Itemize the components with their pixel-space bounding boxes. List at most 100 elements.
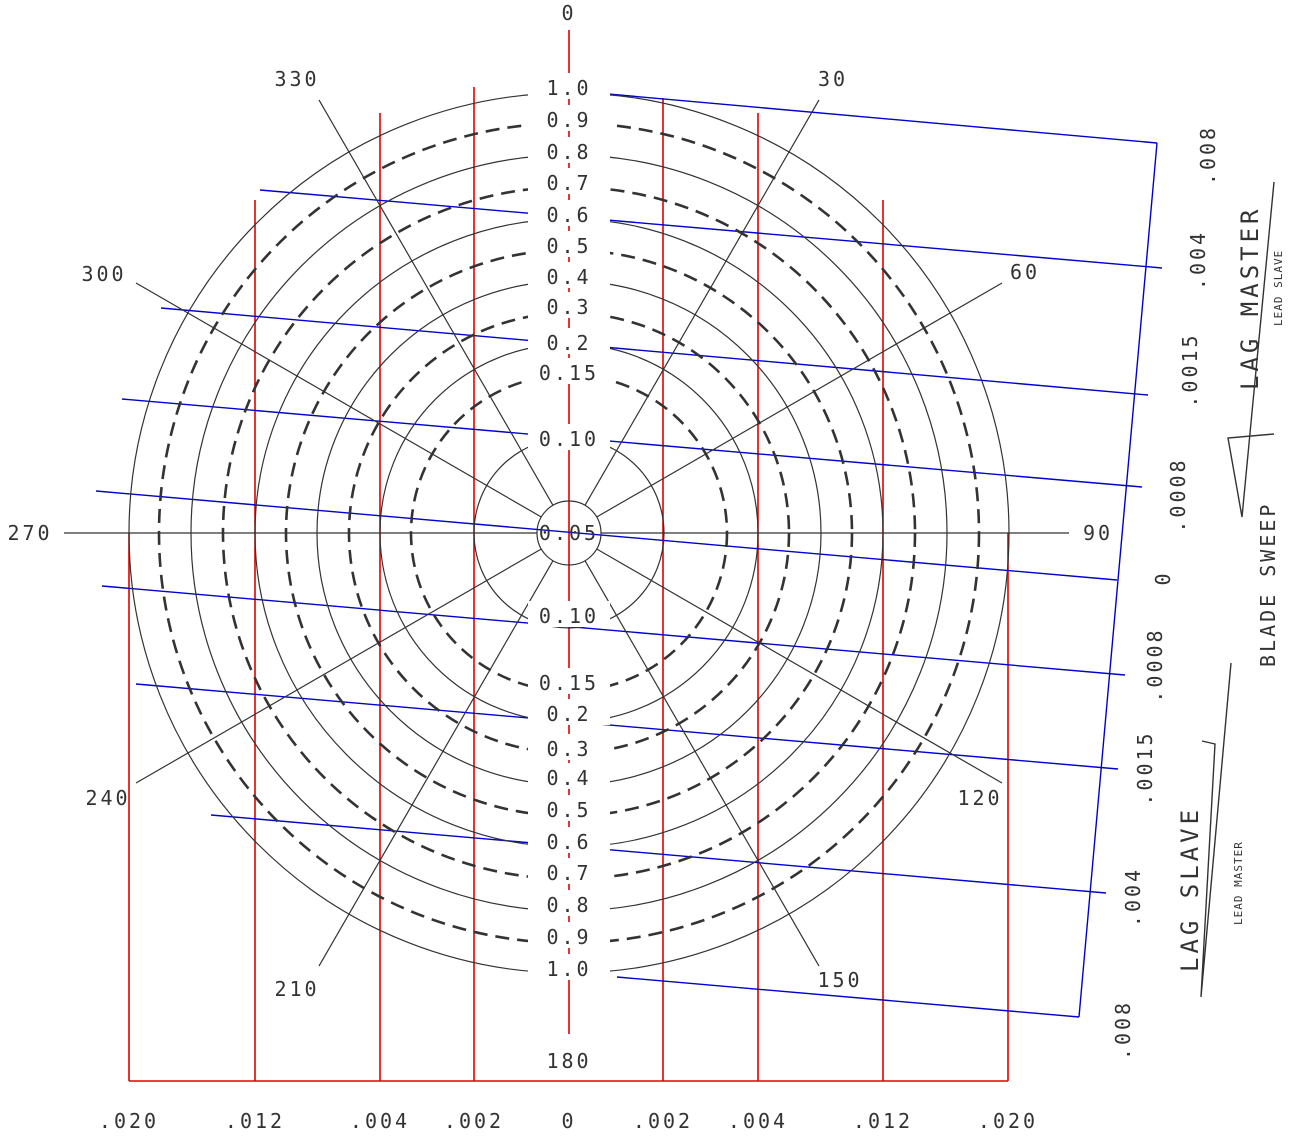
right-scale-label: .004 <box>1186 230 1210 290</box>
ring-label-bg <box>528 168 610 194</box>
angle-spoke <box>584 560 820 967</box>
ring-label-bg <box>528 763 610 789</box>
blue-scale-line <box>101 585 1126 676</box>
angle-label: 210 <box>274 977 319 1001</box>
angle-label: 300 <box>81 262 126 286</box>
ring-label-bg <box>528 954 610 980</box>
ring-label-bg <box>528 200 610 226</box>
angle-label: 240 <box>85 786 130 810</box>
bottom-scale-label: .020 <box>978 1109 1038 1133</box>
blue-scale-line <box>259 189 1163 269</box>
ring-label: 1.0 <box>546 76 591 100</box>
ring-label: 0.7 <box>546 171 591 195</box>
bottom-scale-label: .012 <box>225 1109 285 1133</box>
blue-scale-line <box>210 814 1107 894</box>
ring-label-bg <box>528 424 610 450</box>
bottom-scale-label: .002 <box>633 1109 693 1133</box>
ring-label-bg <box>528 262 610 288</box>
angle-spoke <box>596 548 1003 784</box>
right-scale-label: .0008 <box>1143 627 1167 702</box>
bottom-scale-label: .004 <box>728 1109 788 1133</box>
ring-label: 0.6 <box>546 203 591 227</box>
right-scale-label: .004 <box>1121 867 1145 927</box>
angle-spoke <box>135 282 542 518</box>
ring-label: 0.15 <box>539 671 599 695</box>
ring-label-bg <box>528 668 610 694</box>
angle-label: 0 <box>561 1 576 25</box>
lag-slave-wedge <box>1200 662 1232 998</box>
ring-label: 0.10 <box>539 604 599 628</box>
ring-label-bg <box>528 890 610 916</box>
angle-label: 180 <box>546 1049 591 1073</box>
ring-label-bg <box>528 105 610 131</box>
ring-label: 0.3 <box>546 737 591 761</box>
ring-label: 0.9 <box>546 108 591 132</box>
ring-label: 0.2 <box>546 331 591 355</box>
angle-label: 60 <box>1010 260 1040 284</box>
ring-label-bg <box>528 922 610 948</box>
blue-scale-line <box>95 490 1118 581</box>
ring-label: 0.8 <box>546 140 591 164</box>
bottom-scale-label: .020 <box>99 1109 159 1133</box>
angle-spoke <box>318 99 554 506</box>
right-scale-label: 0 <box>1151 570 1175 585</box>
blade-sweep-label: BLADE SWEEP <box>1256 502 1280 667</box>
ring-label: 0.3 <box>546 295 591 319</box>
lag-slave-label: LAG SLAVE <box>1176 806 1204 972</box>
ring-label: 1.0 <box>546 957 591 981</box>
angle-spoke <box>318 560 554 967</box>
ring-label-bg <box>528 292 610 318</box>
right-scale-label: .008 <box>1196 125 1220 185</box>
blue-side-line <box>1078 142 1158 1018</box>
right-scale-label: .0015 <box>1178 332 1202 407</box>
angle-label: 90 <box>1083 521 1113 545</box>
bottom-scale-label: .012 <box>853 1109 913 1133</box>
ring-label: 0.5 <box>546 234 591 258</box>
ring-label-bg <box>528 795 610 821</box>
bottom-scale-label: .004 <box>350 1109 410 1133</box>
angle-spoke <box>596 282 1003 518</box>
ring-label-bg <box>528 358 610 384</box>
ring-label: 0.7 <box>546 861 591 885</box>
bottom-scale-label: .002 <box>444 1109 504 1133</box>
blue-scale-line <box>616 976 1080 1018</box>
ring-label-bg <box>528 231 610 257</box>
ring-label: 0.15 <box>539 361 599 385</box>
ring-label: 0.4 <box>546 265 591 289</box>
angle-label: 330 <box>274 67 319 91</box>
ring-label-bg <box>528 137 610 163</box>
angle-label: 30 <box>818 67 848 91</box>
ring-label-bg <box>528 601 610 627</box>
angle-label: 120 <box>957 786 1002 810</box>
right-scale-label: .0015 <box>1133 730 1157 805</box>
ring-label-bg <box>528 699 610 725</box>
blue-scale-line <box>607 93 1158 144</box>
ring-label: 0.5 <box>546 798 591 822</box>
ring-label-bg <box>528 73 610 99</box>
ring-label: 0.4 <box>546 766 591 790</box>
lead-slave-label: LEAD SLAVE <box>1272 250 1285 326</box>
angle-label: 150 <box>817 968 862 992</box>
ring-label: 0.10 <box>539 427 599 451</box>
angle-spoke <box>584 99 820 506</box>
blue-scale-line <box>160 307 1149 396</box>
lag-master-wedge <box>1227 181 1275 518</box>
bottom-scale-label: 0 <box>561 1109 576 1133</box>
ring-label: 0.6 <box>546 830 591 854</box>
center-label: 0.05 <box>539 521 599 545</box>
ring-label-bg <box>528 858 610 884</box>
lag-master-label: LAG MASTER <box>1236 206 1264 391</box>
blue-scale-line <box>121 398 1143 488</box>
ring-label: 0.9 <box>546 925 591 949</box>
ring-label: 0.2 <box>546 702 591 726</box>
ring-label: 0.8 <box>546 893 591 917</box>
ring-label-bg <box>528 328 610 354</box>
ring-label-bg <box>528 734 610 760</box>
right-scale-label: .008 <box>1111 1000 1135 1060</box>
angle-spoke <box>135 548 542 784</box>
ring-label-bg <box>528 827 610 853</box>
angle-label: 270 <box>7 521 52 545</box>
lead-master-label: LEAD MASTER <box>1232 841 1245 925</box>
right-scale-label: .0008 <box>1166 457 1190 532</box>
